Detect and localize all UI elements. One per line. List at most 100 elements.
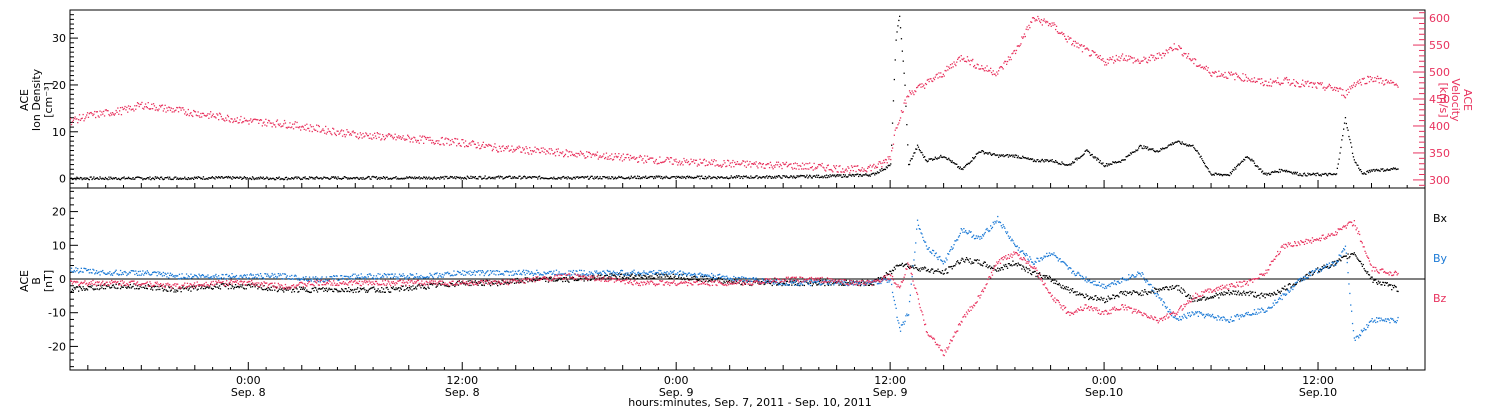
ion-density-point xyxy=(1162,148,1165,150)
ion-density-point xyxy=(842,176,844,178)
velocity-point xyxy=(805,162,807,165)
bx-point xyxy=(611,273,613,275)
bx-point xyxy=(445,284,447,287)
ion-density-point xyxy=(729,177,731,179)
bx-point xyxy=(379,290,381,292)
bx-point xyxy=(990,266,993,268)
velocity-point xyxy=(1328,83,1330,85)
ion-density-point xyxy=(840,174,842,176)
bx-point xyxy=(1039,274,1042,276)
ion-density-point xyxy=(889,164,891,167)
ion-density-point xyxy=(191,177,193,179)
ion-density-point xyxy=(283,179,285,181)
bx-point xyxy=(299,286,301,288)
ion-density-point xyxy=(999,155,1002,157)
bx-point xyxy=(691,276,693,278)
bx-point xyxy=(549,277,551,279)
bx-point xyxy=(1170,288,1173,290)
bx-point xyxy=(1031,271,1034,273)
velocity-point xyxy=(448,138,450,141)
bx-point xyxy=(742,281,744,283)
ion-density-point xyxy=(1238,164,1240,166)
ion-density-point xyxy=(630,175,632,177)
velocity-point xyxy=(387,134,389,136)
ion-density-point xyxy=(1099,160,1101,162)
velocity-point xyxy=(178,106,181,108)
ion-density-point xyxy=(487,177,489,179)
velocity-point xyxy=(88,113,90,115)
bx-point xyxy=(1144,289,1146,291)
bx-point xyxy=(1380,284,1382,286)
ion-density-point xyxy=(454,176,456,178)
velocity-point xyxy=(913,93,915,96)
bx-point xyxy=(647,276,649,278)
ion-density-point xyxy=(597,178,599,180)
bx-point xyxy=(846,282,848,284)
by-point xyxy=(117,273,119,275)
velocity-point xyxy=(356,136,358,138)
ion-density-point xyxy=(167,176,169,178)
velocity-point xyxy=(850,165,853,167)
ion-density-point xyxy=(102,177,104,179)
bx-point xyxy=(918,268,920,270)
velocity-point xyxy=(407,135,410,138)
velocity-point xyxy=(250,118,252,120)
by-point xyxy=(238,277,240,279)
bx-point xyxy=(283,291,285,293)
velocity-point xyxy=(1146,61,1148,63)
bx-point xyxy=(1232,290,1234,292)
ion-density-point xyxy=(1167,145,1169,147)
velocity-point xyxy=(563,154,566,157)
ion-density-point xyxy=(941,156,944,159)
velocity-point xyxy=(110,112,112,114)
velocity-point xyxy=(683,157,685,160)
bx-point xyxy=(580,278,583,280)
velocity-point xyxy=(868,166,870,168)
ion-density-point xyxy=(1047,159,1049,161)
velocity-point xyxy=(441,136,443,139)
velocity-point xyxy=(1170,46,1172,49)
velocity-point xyxy=(99,110,101,112)
by-point xyxy=(197,277,199,279)
bx-point xyxy=(397,287,399,290)
velocity-point xyxy=(762,163,764,165)
velocity-point xyxy=(1283,79,1285,81)
velocity-point xyxy=(1186,57,1188,59)
velocity-point xyxy=(469,142,471,144)
ion-density-point xyxy=(1347,129,1349,131)
bx-point xyxy=(653,277,655,279)
velocity-point xyxy=(513,150,516,152)
ion-density-point xyxy=(113,178,115,180)
ion-density-point xyxy=(723,177,725,179)
velocity-point xyxy=(1302,84,1305,86)
ion-density-point xyxy=(732,177,734,179)
velocity-point xyxy=(596,151,599,153)
bx-point xyxy=(692,278,694,281)
by-point xyxy=(174,276,176,278)
by-point xyxy=(292,278,294,280)
bx-point xyxy=(1013,264,1015,266)
ion-density-point xyxy=(332,176,334,178)
bx-point xyxy=(701,280,703,282)
ion-density-point xyxy=(124,178,126,180)
velocity-point xyxy=(1022,37,1024,39)
bx-point xyxy=(766,281,768,283)
velocity-point xyxy=(1241,80,1243,82)
ion-density-point xyxy=(208,177,210,179)
velocity-point xyxy=(954,63,956,65)
bx-point xyxy=(863,282,865,284)
bx-point xyxy=(1242,292,1244,294)
ion-density-point xyxy=(369,178,371,180)
ion-density-point xyxy=(961,168,963,170)
ion-density-point xyxy=(652,176,654,178)
bx-point xyxy=(1349,256,1351,258)
ion-density-point xyxy=(358,178,361,180)
ion-density-point xyxy=(1058,162,1060,165)
ion-density-point xyxy=(744,175,747,178)
ion-density-point xyxy=(399,178,402,180)
bx-point xyxy=(940,272,943,274)
velocity-point xyxy=(669,161,671,163)
ion-density-point xyxy=(947,158,949,161)
ion-density-point xyxy=(181,177,183,180)
ion-density-point xyxy=(81,178,83,181)
